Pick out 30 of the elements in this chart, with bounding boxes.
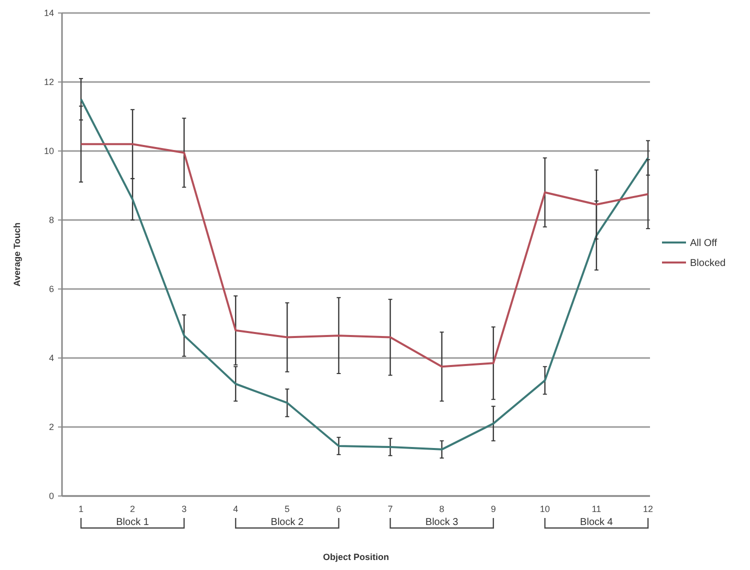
x-tick-label: 8 [439, 504, 444, 514]
x-tick-label: 6 [336, 504, 342, 514]
y-tick-label: 0 [48, 491, 54, 502]
text: Block 3 [425, 517, 459, 528]
x-tick-label: 1 [78, 504, 84, 514]
y-tick-label: 6 [48, 284, 54, 294]
y-tick-label: 4 [48, 353, 54, 364]
line-series [80, 98, 649, 450]
y-axis-title: Average Touch [12, 222, 22, 287]
legend-label: All Off [690, 238, 718, 249]
y-tick-label: 10 [44, 146, 54, 156]
x-tick-label: 9 [490, 504, 496, 514]
text: Block 4 [580, 517, 614, 528]
x-tick-label: 5 [284, 504, 290, 514]
legend-label: Blocked [690, 258, 726, 269]
x-tick-label: 12 [642, 504, 654, 514]
x-tick-label: 7 [388, 504, 393, 514]
text: Block 1 [116, 517, 150, 528]
text: Block 2 [270, 517, 304, 528]
x-tick-label: 10 [540, 504, 550, 514]
line-series [80, 143, 649, 368]
y-tick-label: 8 [48, 215, 54, 226]
y-tick-label: 12 [44, 77, 54, 88]
x-tick-label: 11 [592, 504, 602, 514]
x-axis-title: Object Position [322, 552, 390, 562]
y-tick-label: 2 [48, 422, 54, 432]
y-tick-label: 14 [44, 8, 54, 18]
x-tick-label: 3 [182, 504, 187, 514]
x-tick-label: 2 [130, 504, 136, 514]
x-tick-label: 4 [233, 504, 238, 514]
